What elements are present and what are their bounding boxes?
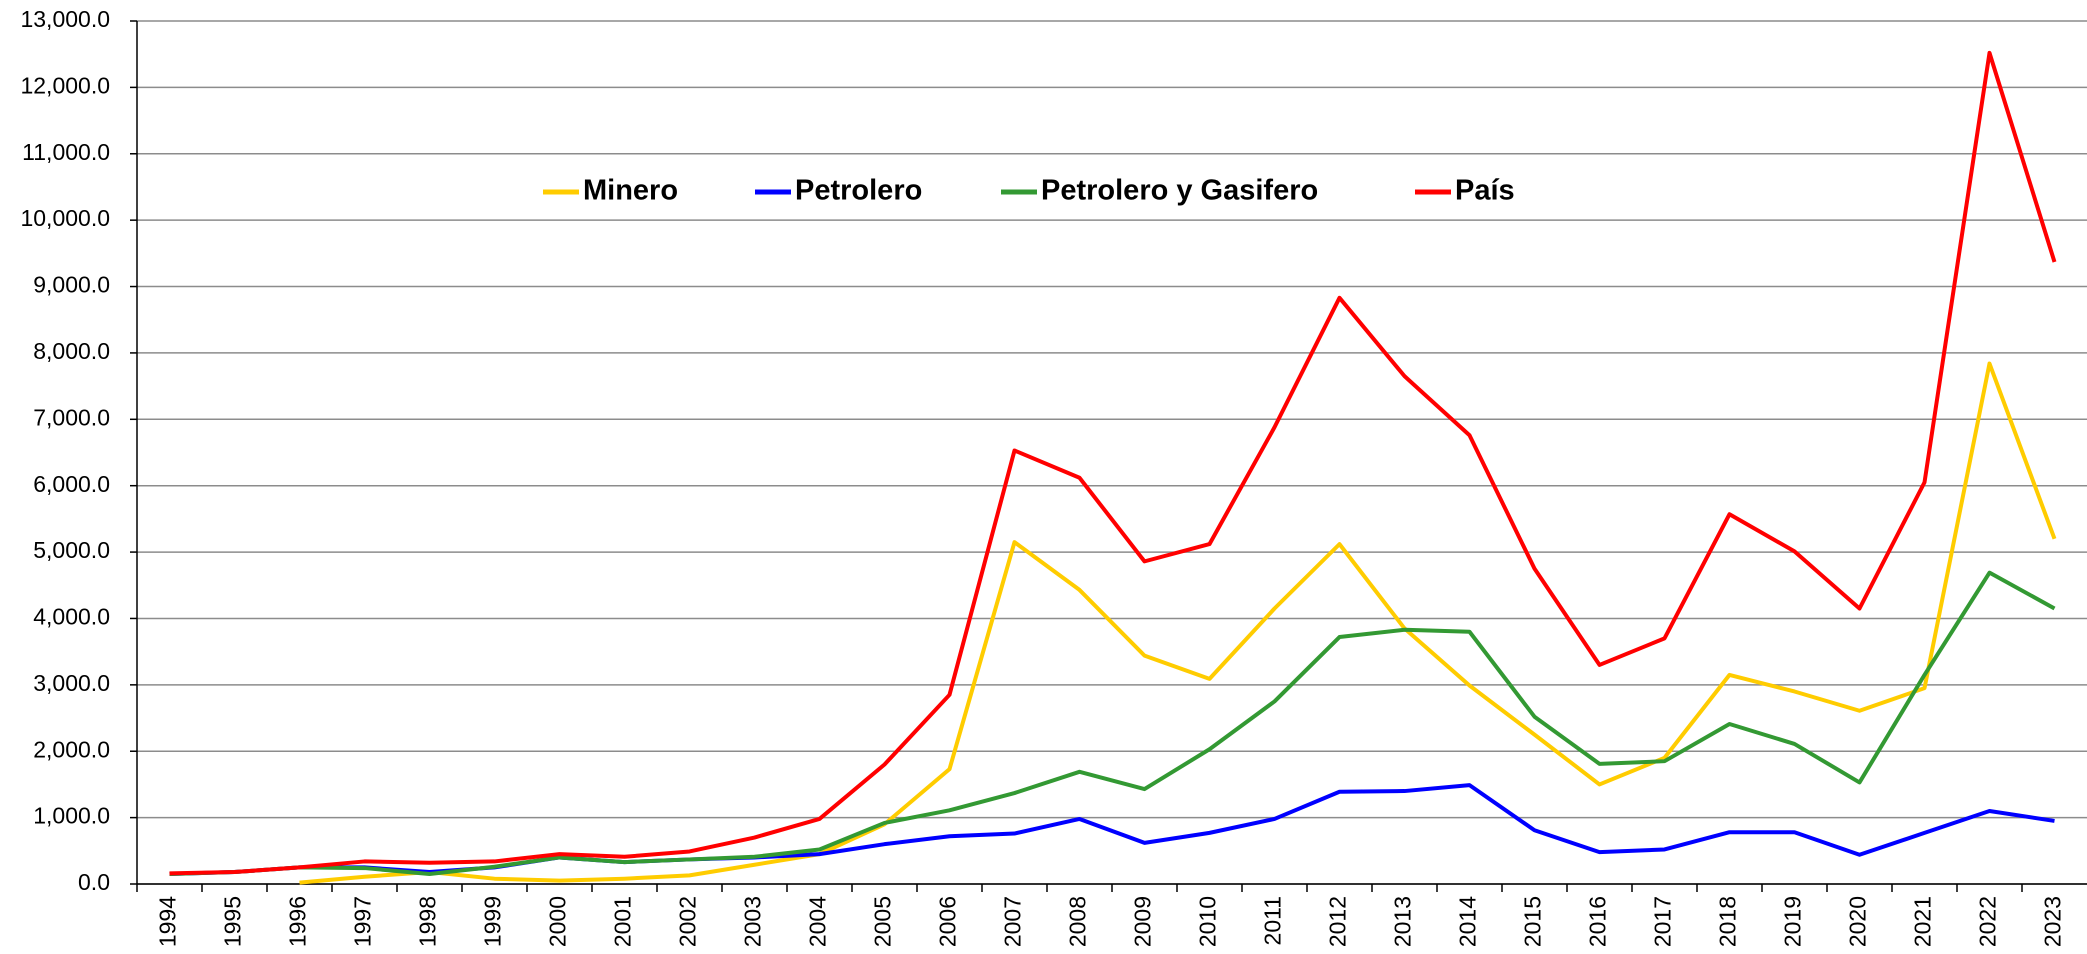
x-tick-label: 2002 (675, 896, 701, 947)
x-tick-label: 2018 (1715, 896, 1741, 947)
x-tick-label: 1995 (220, 896, 246, 947)
y-tick-label: 1,000.0 (33, 803, 110, 829)
x-tick-label: 2014 (1455, 896, 1481, 947)
x-tick-label: 2009 (1130, 896, 1156, 947)
y-tick-label: 9,000.0 (33, 272, 110, 298)
x-tick-label: 2017 (1650, 896, 1676, 947)
y-tick-label: 10,000.0 (20, 205, 110, 231)
x-tick-label: 2012 (1325, 896, 1351, 947)
y-tick-label: 6,000.0 (33, 471, 110, 497)
x-tick-label: 2020 (1845, 896, 1871, 947)
x-tick-label: 1997 (350, 896, 376, 947)
y-tick-label: 3,000.0 (33, 670, 110, 696)
x-tick-label: 2000 (545, 896, 571, 947)
x-tick-label: 1999 (480, 896, 506, 947)
y-tick-label: 0.0 (78, 869, 110, 895)
y-tick-label: 7,000.0 (33, 404, 110, 430)
x-tick-label: 2021 (1910, 896, 1936, 947)
y-tick-label: 13,000.0 (20, 6, 110, 32)
y-tick-label: 12,000.0 (20, 72, 110, 98)
x-tick-label: 2011 (1260, 896, 1286, 945)
x-tick-label: 2010 (1195, 896, 1221, 947)
legend-label: Minero (583, 175, 678, 207)
x-tick-label: 2019 (1780, 896, 1806, 947)
line-series (299, 361, 2057, 885)
x-tick-label: 2007 (1000, 896, 1026, 947)
x-tick-label: 2015 (1520, 896, 1546, 947)
y-tick-label: 5,000.0 (33, 537, 110, 563)
x-tick-label: 2001 (610, 896, 636, 947)
x-tick-label: 1994 (155, 896, 181, 947)
x-tick-label: 2016 (1585, 896, 1611, 947)
y-tick-label: 4,000.0 (33, 604, 110, 630)
legend-label: Petrolero y Gasifero (1041, 175, 1318, 207)
legend-label: Petrolero (795, 175, 922, 207)
x-tick-label: 2004 (805, 896, 831, 947)
x-tick-label: 2022 (1975, 896, 2001, 947)
x-tick-label: 2023 (2040, 896, 2066, 947)
y-tick-label: 2,000.0 (33, 736, 110, 762)
x-tick-label: 2005 (870, 896, 896, 947)
y-tick-label: 11,000.0 (22, 139, 110, 165)
line-series (169, 50, 2057, 876)
x-tick-label: 2003 (740, 896, 766, 947)
x-tick-label: 1998 (415, 896, 441, 947)
x-tick-label: 2006 (935, 896, 961, 947)
y-tick-label: 8,000.0 (33, 338, 110, 364)
x-tick-label: 2013 (1390, 896, 1416, 947)
x-tick-label: 2008 (1065, 896, 1091, 947)
line-series (169, 570, 2056, 877)
legend-label: País (1455, 175, 1515, 207)
x-tick-label: 1996 (285, 896, 311, 947)
